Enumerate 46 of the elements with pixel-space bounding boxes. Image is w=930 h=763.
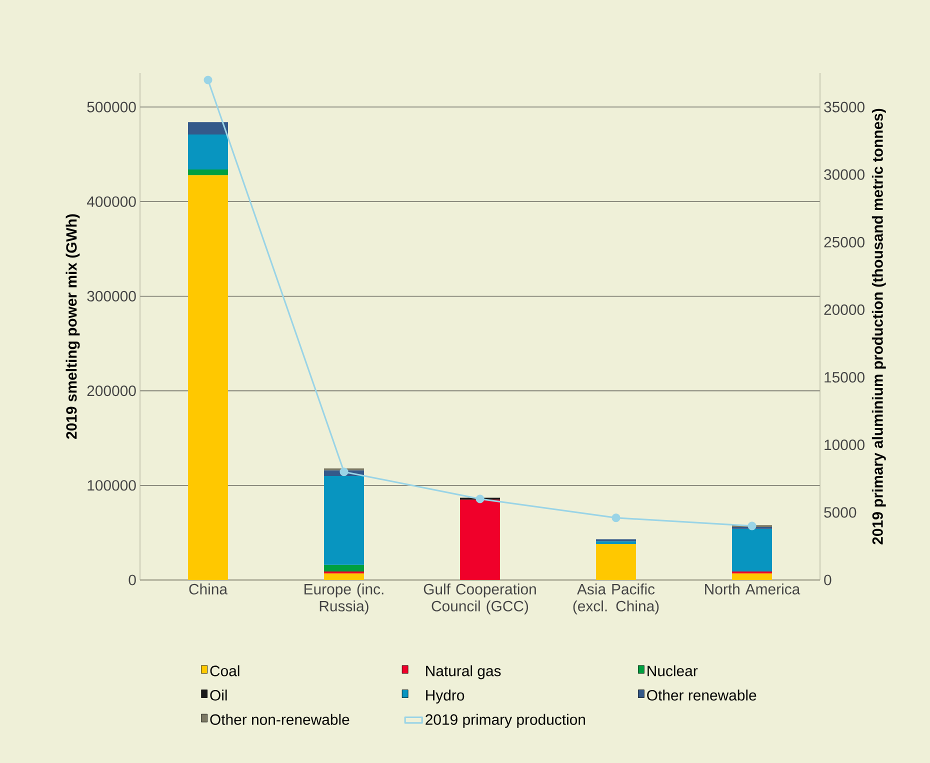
y2-tick-label: 15000 [824, 372, 864, 383]
bar [732, 528, 772, 572]
bar [324, 573, 364, 580]
bar [188, 169, 228, 176]
legend-label: Coal [210, 665, 240, 676]
y-tick-label: 300000 [87, 290, 136, 302]
y2-tick-label: 30000 [824, 169, 864, 180]
bar [324, 564, 364, 572]
y2-tick-label: 5000 [824, 507, 856, 518]
bar [188, 175, 228, 580]
legend-label: Nuclear [648, 665, 698, 676]
y2-axis-title: 2019 primary aluminium production (thousand metric tonnes) [872, 108, 886, 544]
y2-tick-label: 20000 [824, 304, 864, 316]
y2-tick-label: 35000 [824, 102, 864, 112]
point [748, 522, 756, 530]
legend-label: 2019 primary production [426, 714, 586, 728]
bar [324, 476, 364, 565]
y-axis-title: 2019 smelting power mix (GWh) [66, 214, 80, 439]
x-tick-label: Asia Pacific (excl. China) [573, 584, 659, 614]
legend-label: Hydro [426, 690, 464, 704]
y2-tick-label: 25000 [824, 236, 864, 248]
x-tick-label: China [189, 584, 228, 594]
y-tick-label: 500000 [87, 102, 136, 112]
bar [188, 134, 228, 170]
x-tick-label: North America [705, 584, 800, 594]
bar [188, 122, 228, 134]
bar [596, 541, 636, 544]
point [612, 514, 620, 522]
legend-label: Oil [210, 690, 227, 701]
bar [596, 544, 636, 580]
bar [732, 573, 772, 580]
y-tick-label: 100000 [88, 480, 136, 491]
legend-label: Natural gas [426, 665, 501, 680]
bar [460, 500, 500, 580]
y2-tick-label: 0 [824, 574, 832, 586]
y2-tick-label: 10000 [824, 440, 864, 450]
x-tick-label: Europe (inc. Russia) [304, 584, 384, 614]
legend-label: Other non-renewable [210, 714, 350, 725]
y-tick-label: 200000 [87, 386, 136, 396]
y-tick-label: 400000 [86, 196, 136, 207]
y-tick-label: 0 [128, 574, 136, 586]
point [340, 468, 348, 476]
point [204, 76, 212, 84]
x-tick-label: Gulf Cooperation Council (GCC) [424, 584, 536, 614]
legend-label: Other renewable [647, 690, 756, 701]
point [476, 494, 484, 504]
